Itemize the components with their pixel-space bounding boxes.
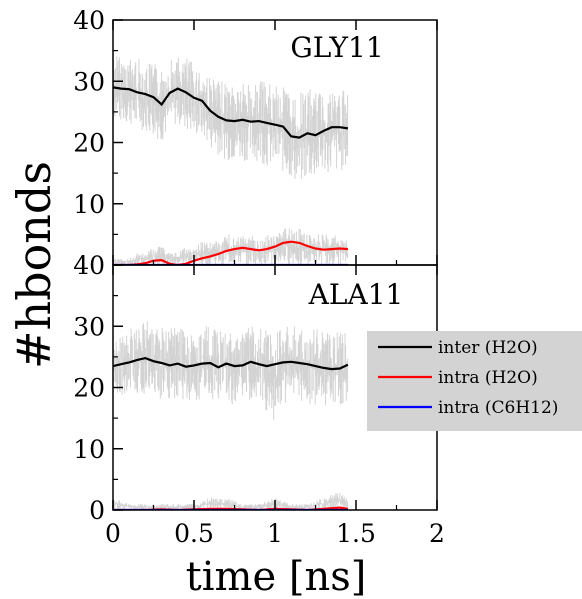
x-tick-label: 2 [429, 519, 445, 548]
y-tick-label: 30 [73, 312, 105, 341]
y-tick-label: 20 [73, 129, 105, 158]
legend-label: intra (H2O) [438, 368, 538, 388]
raw-band-path [113, 56, 349, 179]
raw-band-path [113, 321, 349, 420]
x-tick-label: 1.5 [336, 519, 376, 548]
legend-label: inter (H2O) [438, 338, 538, 358]
y-tick-label: 10 [73, 190, 105, 219]
y-tick-label: 10 [73, 435, 105, 464]
x-tick-label: 0 [105, 519, 121, 548]
y-tick-label: 20 [73, 374, 105, 403]
chart-panels: 40 30 20 10 GLY11 40 30 20 10 00 0.5 1 1.5 2 ALA11 [73, 6, 445, 548]
raw-band-1 [113, 493, 349, 510]
x-tick-label: 0.5 [174, 519, 214, 548]
panel-title: ALA11 [308, 278, 404, 311]
legend-label: intra (C6H12) [438, 398, 558, 418]
raw-band-0 [113, 321, 349, 420]
plot-area [113, 56, 349, 265]
raw-band-0 [113, 56, 349, 179]
y-tick-label: 40 [73, 6, 105, 35]
y-axis-label: #hbonds [7, 161, 61, 369]
series-line-intra-h2o- [113, 240, 348, 265]
y-tick-label: 30 [73, 67, 105, 96]
x-tick-label: 1 [267, 519, 283, 548]
panel-title: GLY11 [290, 31, 383, 64]
y-tick-label: 40 [73, 251, 105, 280]
x-axis-label: time [ns] [186, 554, 367, 599]
y-tick-label: 0 [89, 496, 105, 525]
raw-band-path [113, 493, 349, 510]
series-line-inter-h2o- [113, 86, 349, 139]
legend: inter (H2O) intra (H2O) intra (C6H12) [367, 331, 582, 431]
panel-ala11: 40 30 20 10 00 0.5 1 1.5 2 ALA11 [73, 251, 445, 548]
panel-gly11: 40 30 20 10 GLY11 [73, 6, 438, 266]
series-line-inter-h2o- [113, 356, 349, 371]
plot-area [113, 321, 349, 510]
